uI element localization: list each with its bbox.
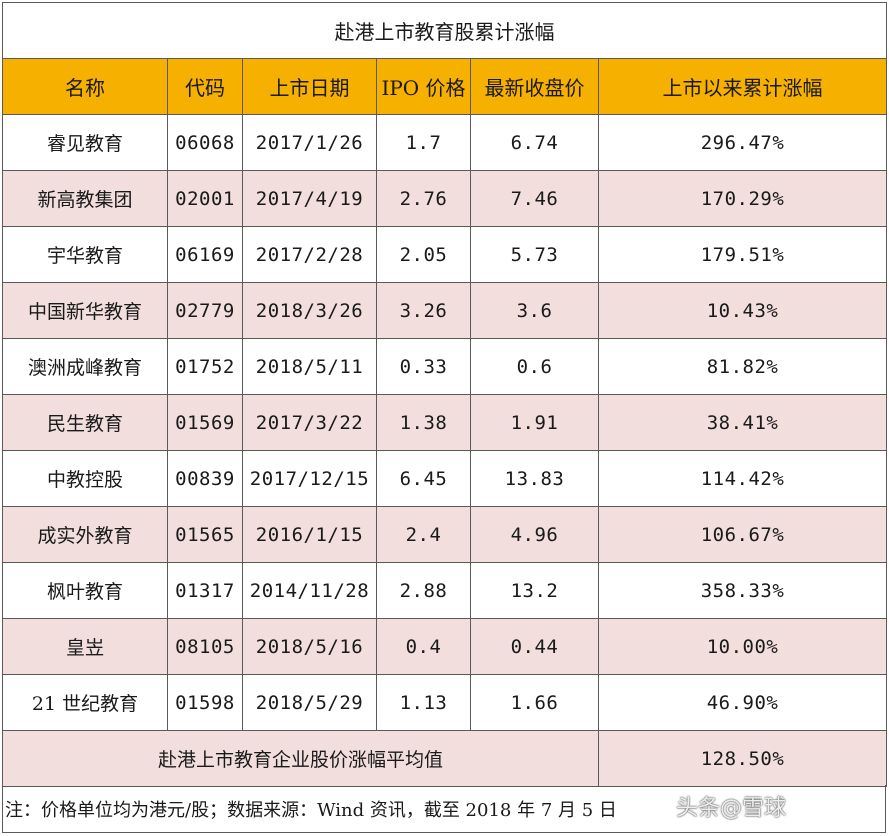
cell-code: 01598 — [167, 674, 243, 731]
cell-latest-close: 3.6 — [470, 282, 599, 339]
table-row: 皇岦 08105 2018/5/16 0.4 0.44 10.00% — [2, 618, 888, 675]
cell-name: 宇华教育 — [2, 226, 168, 283]
cell-code: 01569 — [167, 394, 243, 451]
cell-latest-close: 0.6 — [470, 338, 599, 395]
cell-latest-close: 4.96 — [470, 506, 599, 563]
cell-latest-close: 13.83 — [470, 450, 599, 507]
cell-cumulative-gain: 38.41% — [597, 394, 888, 451]
cell-listing-date: 2017/2/28 — [242, 226, 377, 283]
cell-ipo-price: 2.76 — [376, 170, 471, 227]
cell-code: 00839 — [167, 450, 243, 507]
cell-name: 21 世纪教育 — [2, 674, 168, 731]
cell-name: 新高教集团 — [2, 170, 168, 227]
cell-latest-close: 5.73 — [470, 226, 599, 283]
cell-cumulative-gain: 10.43% — [597, 282, 888, 339]
table-title: 赴港上市教育股累计涨幅 — [1, 2, 888, 59]
cell-latest-close: 1.66 — [470, 674, 599, 731]
cell-ipo-price: 2.4 — [376, 506, 471, 563]
cell-cumulative-gain: 358.33% — [597, 562, 888, 619]
header-code: 代码 — [167, 58, 243, 115]
watermark: 头条@雪球 — [640, 786, 786, 826]
header-ipo-price: IPO 价格 — [376, 58, 471, 115]
cell-cumulative-gain: 10.00% — [597, 618, 888, 675]
average-row: 赴港上市教育企业股价涨幅平均值 128.50% — [2, 730, 888, 787]
cell-listing-date: 2018/5/29 — [242, 674, 377, 731]
cell-listing-date: 2017/1/26 — [242, 114, 377, 171]
table-row: 中教控股 00839 2017/12/15 6.45 13.83 114.42% — [2, 450, 888, 507]
cell-code: 06169 — [167, 226, 243, 283]
cell-listing-date: 2014/11/28 — [242, 562, 377, 619]
cell-ipo-price: 0.4 — [376, 618, 471, 675]
cell-code: 02779 — [167, 282, 243, 339]
cell-cumulative-gain: 170.29% — [597, 170, 888, 227]
cell-code: 06068 — [167, 114, 243, 171]
cell-ipo-price: 3.26 — [376, 282, 471, 339]
cell-name: 枫叶教育 — [2, 562, 168, 619]
cell-name: 成实外教育 — [2, 506, 168, 563]
cell-cumulative-gain: 106.67% — [597, 506, 888, 563]
cell-listing-date: 2017/4/19 — [242, 170, 377, 227]
cell-name: 中教控股 — [2, 450, 168, 507]
cell-code: 01752 — [167, 338, 243, 395]
table-row: 枫叶教育 01317 2014/11/28 2.88 13.2 358.33% — [2, 562, 888, 619]
average-value: 128.50% — [597, 730, 888, 787]
cell-ipo-price: 2.88 — [376, 562, 471, 619]
cell-ipo-price: 2.05 — [376, 226, 471, 283]
header-row: 名称 代码 上市日期 IPO 价格 最新收盘价 上市以来累计涨幅 — [2, 58, 888, 115]
cell-listing-date: 2017/12/15 — [242, 450, 377, 507]
cell-ipo-price: 1.38 — [376, 394, 471, 451]
cell-latest-close: 7.46 — [470, 170, 599, 227]
cell-cumulative-gain: 296.47% — [597, 114, 888, 171]
cell-name: 民生教育 — [2, 394, 168, 451]
cell-code: 01317 — [167, 562, 243, 619]
cell-code: 08105 — [167, 618, 243, 675]
header-listing-date: 上市日期 — [242, 58, 377, 115]
cell-cumulative-gain: 179.51% — [597, 226, 888, 283]
cell-listing-date: 2016/1/15 — [242, 506, 377, 563]
cell-latest-close: 13.2 — [470, 562, 599, 619]
cell-ipo-price: 1.7 — [376, 114, 471, 171]
watermark-text: 头条@雪球 — [676, 796, 787, 821]
table-row: 民生教育 01569 2017/3/22 1.38 1.91 38.41% — [2, 394, 888, 451]
cell-cumulative-gain: 81.82% — [597, 338, 888, 395]
header-name: 名称 — [2, 58, 168, 115]
cell-name: 中国新华教育 — [2, 282, 168, 339]
average-label: 赴港上市教育企业股价涨幅平均值 — [2, 730, 599, 787]
cell-ipo-price: 0.33 — [376, 338, 471, 395]
cell-ipo-price: 6.45 — [376, 450, 471, 507]
header-latest-close: 最新收盘价 — [470, 58, 599, 115]
cell-ipo-price: 1.13 — [376, 674, 471, 731]
snowball-icon — [640, 790, 670, 822]
table-row: 睿见教育 06068 2017/1/26 1.7 6.74 296.47% — [2, 114, 888, 171]
table-row: 21 世纪教育 01598 2018/5/29 1.13 1.66 46.90% — [2, 674, 888, 731]
footer-note: 注：价格单位均为港元/股；数据来源：Wind 资讯，截至 2018 年 7 月 … — [2, 785, 886, 833]
cell-listing-date: 2018/5/11 — [242, 338, 377, 395]
table-row: 澳洲成峰教育 01752 2018/5/11 0.33 0.6 81.82% — [2, 338, 888, 395]
cell-cumulative-gain: 114.42% — [597, 450, 888, 507]
cell-cumulative-gain: 46.90% — [597, 674, 888, 731]
table-row: 中国新华教育 02779 2018/3/26 3.26 3.6 10.43% — [2, 282, 888, 339]
cell-code: 01565 — [167, 506, 243, 563]
header-cumulative-gain: 上市以来累计涨幅 — [597, 58, 888, 115]
table-row: 新高教集团 02001 2017/4/19 2.76 7.46 170.29% — [2, 170, 888, 227]
table-row: 成实外教育 01565 2016/1/15 2.4 4.96 106.67% — [2, 506, 888, 563]
cell-name: 澳洲成峰教育 — [2, 338, 168, 395]
cell-latest-close: 0.44 — [470, 618, 599, 675]
cell-listing-date: 2017/3/22 — [242, 394, 377, 451]
cell-name: 皇岦 — [2, 618, 168, 675]
cell-latest-close: 1.91 — [470, 394, 599, 451]
cell-listing-date: 2018/5/16 — [242, 618, 377, 675]
cell-listing-date: 2018/3/26 — [242, 282, 377, 339]
ipo-gains-table: 赴港上市教育股累计涨幅 名称 代码 上市日期 IPO 价格 最新收盘价 上市以来… — [1, 2, 888, 787]
cell-code: 02001 — [167, 170, 243, 227]
cell-name: 睿见教育 — [2, 114, 168, 171]
table-row: 宇华教育 06169 2017/2/28 2.05 5.73 179.51% — [2, 226, 888, 283]
cell-latest-close: 6.74 — [470, 114, 599, 171]
